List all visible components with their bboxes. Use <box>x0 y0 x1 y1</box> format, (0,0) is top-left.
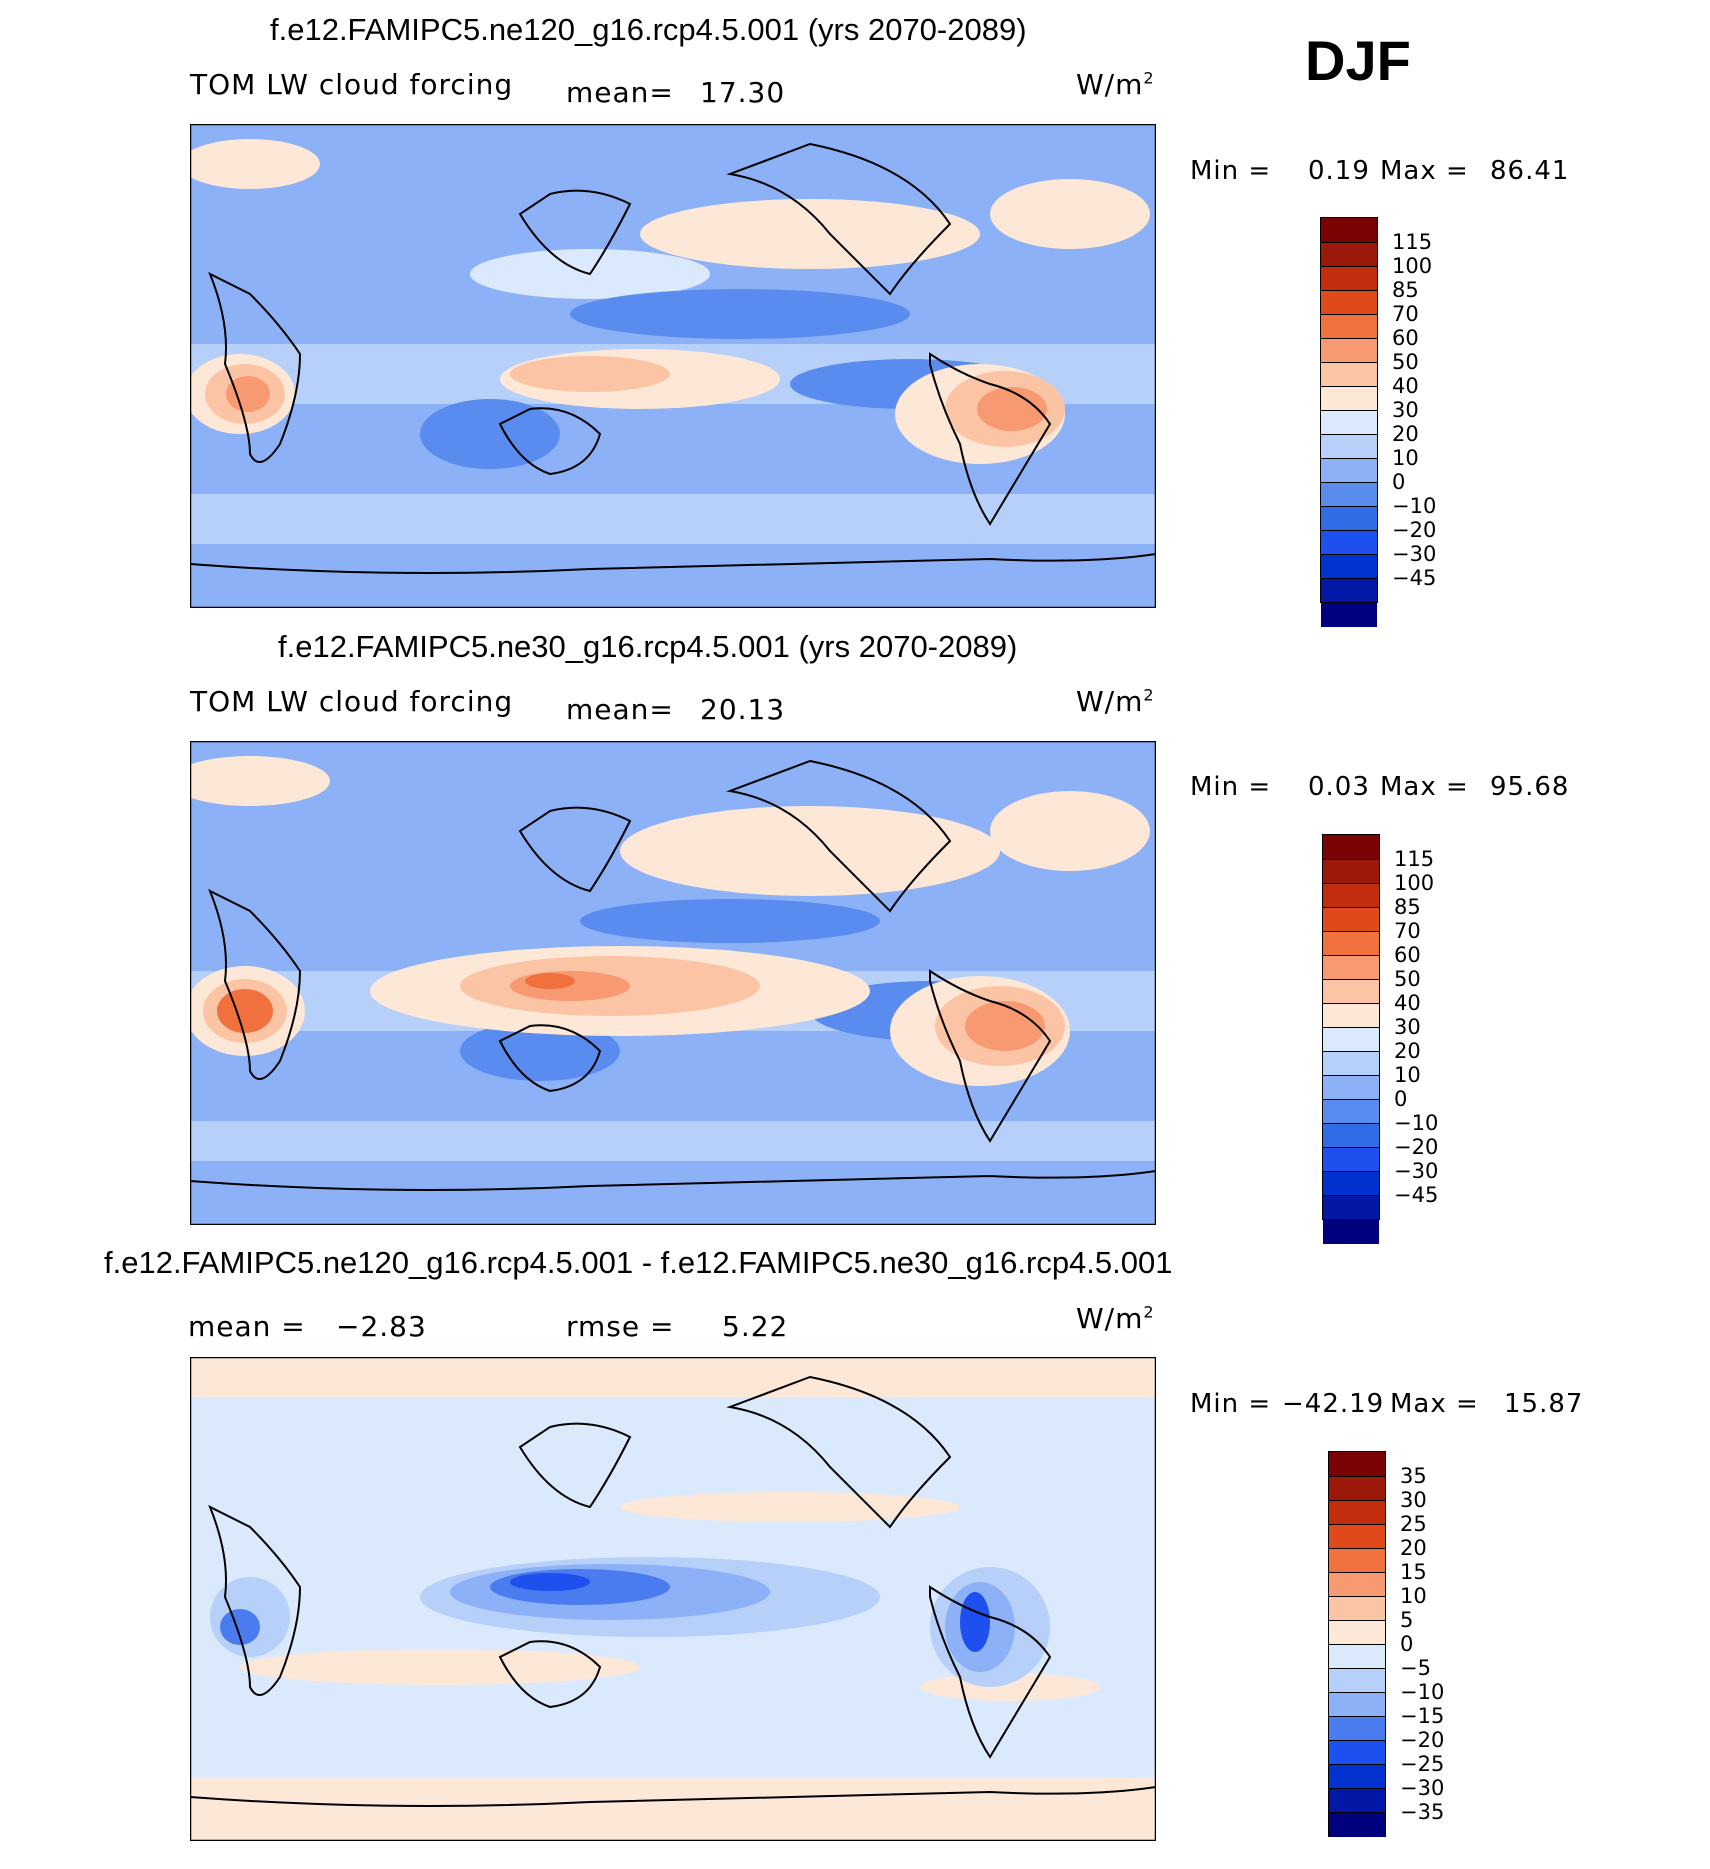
colorbar-tick-label: 30 <box>1392 398 1419 422</box>
colorbar-tick-label: 50 <box>1394 967 1421 991</box>
colorbar-tick-label: 115 <box>1392 230 1433 254</box>
colorbar-tick-label: 85 <box>1394 895 1421 919</box>
colorbar-tick-label: −5 <box>1400 1656 1431 1680</box>
colorbar-tick-label: 60 <box>1392 326 1419 350</box>
colorbar-tick-label: 10 <box>1400 1584 1427 1608</box>
colorbar-tick-label: 70 <box>1392 302 1419 326</box>
panel3-map <box>190 1357 1156 1841</box>
colorbar-tick-label: 20 <box>1400 1536 1427 1560</box>
panel1-variable-label: TOM LW cloud forcing <box>190 68 514 101</box>
panel3-min-label: Min = <box>1190 1389 1272 1419</box>
colorbar-tick-label: −25 <box>1400 1752 1445 1776</box>
colorbar-tick-label: −45 <box>1392 566 1437 590</box>
season-label: DJF <box>1305 29 1411 92</box>
panel1-min-label: Min = <box>1190 156 1272 186</box>
panel1-mean-value: 17.30 <box>700 76 786 109</box>
colorbar-tick-label: −45 <box>1394 1183 1439 1207</box>
colorbar-tick-label: 40 <box>1392 374 1419 398</box>
colorbar-tick-label: 15 <box>1400 1560 1427 1584</box>
colorbar-tick-label: −10 <box>1400 1680 1445 1704</box>
colorbar-tick-label: 0 <box>1394 1087 1408 1111</box>
panel2-map <box>190 741 1156 1225</box>
colorbar-tick-label: 10 <box>1392 446 1419 470</box>
panel3-mean-label: mean = <box>188 1310 306 1343</box>
panel2-min-label: Min = <box>1190 772 1272 802</box>
panel1-title: f.e12.FAMIPC5.ne120_g16.rcp4.5.001 (yrs … <box>270 12 1027 47</box>
panel2-mean-label: mean= <box>566 693 674 726</box>
colorbar-tick-label: −35 <box>1400 1800 1445 1824</box>
panel2-title: f.e12.FAMIPC5.ne30_g16.rcp4.5.001 (yrs 2… <box>278 629 1018 664</box>
panel3-colorbar-labels: 35 30 25 20 15 10 5 0 −5 −10 −15 −20 −25… <box>1400 1466 1444 1826</box>
panel1-colorbar-labels: 115 100 85 70 60 50 40 30 20 10 0 −10 −2… <box>1392 232 1436 592</box>
colorbar-tick-label: −20 <box>1400 1728 1445 1752</box>
colorbar-tick-label: −20 <box>1392 518 1437 542</box>
colorbar-tick-label: −30 <box>1392 542 1437 566</box>
panel1-max-label: Max = <box>1380 156 1469 186</box>
panel2-colorbar <box>1322 834 1380 1244</box>
panel3-min-value: −42.19 <box>1282 1389 1385 1419</box>
colorbar-tick-label: 100 <box>1392 254 1433 278</box>
colorbar-tick-label: 35 <box>1400 1464 1427 1488</box>
panel2-units: W/m2 <box>1076 685 1155 718</box>
colorbar-tick-label: −30 <box>1400 1776 1445 1800</box>
colorbar-tick-label: −20 <box>1394 1135 1439 1159</box>
panel1-colorbar <box>1320 217 1378 627</box>
panel1-map <box>190 124 1156 608</box>
colorbar-tick-label: −10 <box>1392 494 1437 518</box>
colorbar-tick-label: −15 <box>1400 1704 1445 1728</box>
colorbar-tick-label: −10 <box>1394 1111 1439 1135</box>
panel3-units: W/m2 <box>1076 1302 1155 1335</box>
colorbar-tick-label: 25 <box>1400 1512 1427 1536</box>
colorbar-tick-label: 30 <box>1394 1015 1421 1039</box>
panel2-colorbar-labels: 115 100 85 70 60 50 40 30 20 10 0 −10 −2… <box>1394 849 1438 1209</box>
colorbar-tick-label: 40 <box>1394 991 1421 1015</box>
colorbar-tick-label: 5 <box>1400 1608 1414 1632</box>
panel3-rmse-value: 5.22 <box>722 1310 789 1343</box>
colorbar-tick-label: 70 <box>1394 919 1421 943</box>
panel3-mean-value: −2.83 <box>336 1310 427 1343</box>
colorbar-tick-label: 0 <box>1400 1632 1414 1656</box>
panel3-colorbar <box>1328 1451 1386 1837</box>
panel3-rmse-label: rmse = <box>566 1310 675 1343</box>
panel3-max-label: Max = <box>1390 1389 1479 1419</box>
panel2-min-value: 0.03 <box>1308 772 1370 802</box>
colorbar-tick-label: 20 <box>1394 1039 1421 1063</box>
colorbar-tick-label: −30 <box>1394 1159 1439 1183</box>
panel1-units: W/m2 <box>1076 68 1155 101</box>
colorbar-tick-label: 10 <box>1394 1063 1421 1087</box>
panel1-mean-label: mean= <box>566 76 674 109</box>
colorbar-tick-label: 85 <box>1392 278 1419 302</box>
panel1-min-value: 0.19 <box>1308 156 1370 186</box>
colorbar-tick-label: 60 <box>1394 943 1421 967</box>
panel2-max-label: Max = <box>1380 772 1469 802</box>
panel1-max-value: 86.41 <box>1490 156 1570 186</box>
panel2-mean-value: 20.13 <box>700 693 786 726</box>
colorbar-tick-label: 50 <box>1392 350 1419 374</box>
colorbar-tick-label: 100 <box>1394 871 1435 895</box>
panel3-max-value: 15.87 <box>1504 1389 1584 1419</box>
panel2-max-value: 95.68 <box>1490 772 1570 802</box>
colorbar-tick-label: 115 <box>1394 847 1435 871</box>
colorbar-tick-label: 20 <box>1392 422 1419 446</box>
panel3-title: f.e12.FAMIPC5.ne120_g16.rcp4.5.001 - f.e… <box>104 1245 1173 1280</box>
colorbar-tick-label: 0 <box>1392 470 1406 494</box>
colorbar-tick-label: 30 <box>1400 1488 1427 1512</box>
panel2-variable-label: TOM LW cloud forcing <box>190 685 514 718</box>
